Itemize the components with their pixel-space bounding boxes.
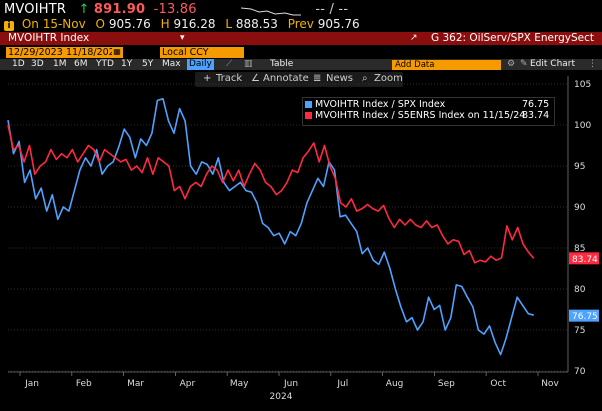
legend-swatch-blue xyxy=(305,101,312,108)
tf-6m[interactable]: 6M xyxy=(74,59,88,69)
chart-legend xyxy=(302,97,555,126)
bar-chart-icon[interactable]: ▥ xyxy=(244,59,253,69)
tf-max[interactable]: Max xyxy=(162,59,181,69)
track-button[interactable]: Track xyxy=(216,73,243,84)
open-value: 905.76 xyxy=(108,17,151,31)
tf-1m[interactable]: 1M xyxy=(53,59,67,69)
y-tick-label: 80 xyxy=(574,285,586,295)
sparkline-icon xyxy=(241,5,302,15)
x-tick-label: Mar xyxy=(127,379,144,389)
legend-value-blue: 76.75 xyxy=(522,99,550,110)
y-tick-label: 85 xyxy=(574,244,585,254)
title-bar xyxy=(0,32,602,45)
y-tick-label: 95 xyxy=(574,162,585,172)
series-line-blue[interactable] xyxy=(7,97,535,356)
last-value-tag-bg xyxy=(569,309,599,322)
ohlc-line: i On 15-Nov O 905.76 H 916.28 L 888.53 P… xyxy=(4,17,360,31)
last-value-tag: 83.74 xyxy=(572,255,598,265)
x-tick-label: May xyxy=(230,379,249,389)
x-tick-label: Jan xyxy=(24,379,39,389)
y-tick-label: 100 xyxy=(574,121,591,131)
series-line-red[interactable] xyxy=(7,124,535,264)
x-tick-label: Jun xyxy=(283,379,298,389)
legend-row-red[interactable]: MVOIHTR Index / S5ENRS Index on 11/15/24 xyxy=(305,110,525,121)
up-arrow-icon: ↑ xyxy=(78,2,90,17)
range-toolbar xyxy=(0,46,602,59)
tf-ytd[interactable]: YTD xyxy=(96,59,114,69)
crosshair-icon[interactable]: + xyxy=(203,73,212,84)
pencil-icon[interactable]: ✎ xyxy=(520,59,528,69)
legend-value-red: 83.74 xyxy=(522,110,550,121)
news-icon[interactable]: ≣ xyxy=(313,73,322,84)
legend-label-red: MVOIHTR Index / S5ENRS Index on 11/15/24 xyxy=(315,110,526,121)
x-tick-label: Oct xyxy=(490,379,506,389)
zoom-button[interactable]: Zoom xyxy=(374,73,403,84)
open-label: O xyxy=(95,17,105,31)
bid-ask: -- / -- xyxy=(315,2,349,17)
x-year-label: 2024 xyxy=(270,392,293,402)
prev-value: 905.76 xyxy=(317,17,360,31)
last-price: 891.90 xyxy=(93,2,146,17)
last-value-tag-bg xyxy=(569,252,599,265)
export-icon[interactable]: ↗ xyxy=(410,33,418,43)
start-date-input[interactable]: 12/29/2023 xyxy=(6,47,65,58)
prev-label: Prev xyxy=(287,17,314,31)
line-chart-icon[interactable]: ⟋ xyxy=(226,59,233,69)
tf-3d[interactable]: 3D xyxy=(31,59,44,69)
x-tick-label: Sep xyxy=(438,379,455,389)
calendar-icon[interactable]: ▦ xyxy=(112,47,122,57)
tf-1d[interactable]: 1D xyxy=(12,59,25,69)
table-button[interactable]: Table xyxy=(270,59,294,69)
low-label: L xyxy=(225,17,233,31)
x-tick-label: Aug xyxy=(386,379,404,389)
security-name[interactable]: MVOIHTR Index xyxy=(8,32,90,44)
legend-label-blue: MVOIHTR Index / SPX Index xyxy=(315,99,446,110)
y-tick-label: 75 xyxy=(574,326,585,336)
more-icon[interactable]: ⋮ xyxy=(588,59,597,69)
ticker-symbol[interactable]: MVOIHTR xyxy=(4,2,67,17)
annotate-button[interactable]: Annotate xyxy=(263,73,309,84)
x-tick-label: Nov xyxy=(541,379,559,389)
settings-icon[interactable]: ⚙ xyxy=(507,59,516,69)
zoom-icon[interactable]: ⌕ xyxy=(362,73,368,84)
x-tick-label: Feb xyxy=(76,379,92,389)
chart-grid: 70 75 80 85 90 95 100 105 Jan Feb Mar Apr May Jun Jul A… xyxy=(8,76,591,402)
end-date-input[interactable]: 11/18/2024 xyxy=(64,47,123,58)
currency-select[interactable]: Local CCY xyxy=(160,47,244,58)
frequency-select[interactable]: Daily xyxy=(187,59,214,70)
line-chart[interactable]: 70 75 80 85 90 95 100 105 Jan Feb Mar Apr May Jun Jul A… xyxy=(0,76,602,411)
last-value-tag: 76.75 xyxy=(572,312,598,322)
high-value: 916.28 xyxy=(173,17,216,31)
edit-chart-button[interactable]: Edit Chart xyxy=(530,59,576,69)
tf-1y[interactable]: 1Y xyxy=(121,59,133,69)
tf-5y[interactable]: 5Y xyxy=(142,59,154,69)
legend-row-blue[interactable]: MVOIHTR Index / SPX Index xyxy=(305,99,445,110)
x-tick-label: Apr xyxy=(180,379,196,389)
date-label: On 15-Nov xyxy=(21,17,86,31)
y-tick-label: 70 xyxy=(574,367,586,377)
quote-header xyxy=(0,0,602,32)
annotate-icon[interactable]: ∠ xyxy=(251,73,260,84)
y-tick-label: 105 xyxy=(574,80,591,90)
chart-tools xyxy=(195,72,403,87)
legend-swatch-red xyxy=(305,112,312,119)
add-data-input[interactable]: Add Data xyxy=(392,60,501,70)
info-icon[interactable]: i xyxy=(4,21,14,31)
news-button[interactable]: News xyxy=(326,73,354,84)
quote-line: MVOIHTR ↑ 891.90 -13.86 -- / -- xyxy=(4,2,348,17)
net-change: -13.86 xyxy=(153,2,197,17)
dropdown-chevron-icon[interactable]: ▾ xyxy=(180,33,185,43)
y-tick-label: 90 xyxy=(574,203,586,213)
frequency-toolbar xyxy=(0,59,602,70)
range-dash: - xyxy=(56,47,60,57)
high-label: H xyxy=(160,17,170,31)
chart-title: G 362: OilServ/SPX EnergySect xyxy=(431,32,594,44)
x-tick-label: Jul xyxy=(336,379,348,389)
low-value: 888.53 xyxy=(235,17,278,31)
